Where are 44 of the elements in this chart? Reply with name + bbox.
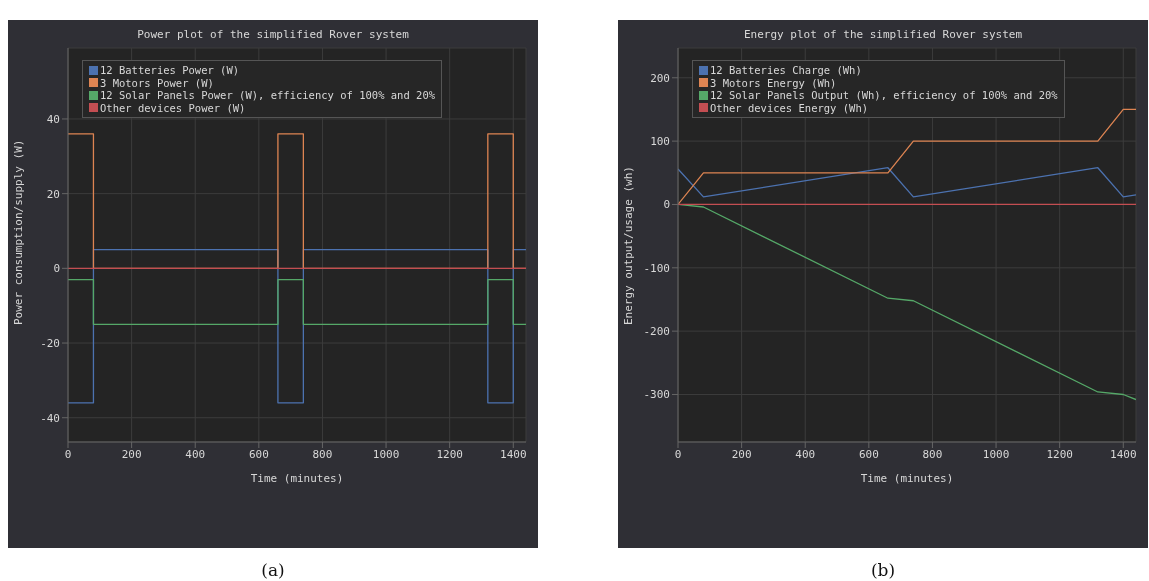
y-axis-title: Energy output/usage (wh) (621, 166, 635, 325)
x-tick-label: 400 (795, 447, 816, 461)
x-tick-label: 800 (312, 447, 333, 461)
chart-title: Energy plot of the simplified Rover system (742, 28, 1024, 41)
legend-label: 3 Motors Energy (Wh) (709, 76, 838, 89)
legend-label: Other devices Energy (Wh) (709, 101, 870, 114)
x-tick-label: 200 (731, 447, 752, 461)
x-tick-label: 600 (858, 447, 879, 461)
legend-label: 3 Motors Power (W) (99, 76, 215, 89)
chart-title: Power plot of the simplified Rover system (136, 28, 410, 41)
y-axis-title: Power consumption/supply (W) (11, 139, 25, 325)
x-tick-label: 0 (64, 447, 72, 461)
legend-label: 12 Solar Panels Output (Wh), efficiency of 100% and 20% (709, 89, 1058, 102)
x-tick-label: 1200 (436, 447, 463, 461)
y-tick-label: 200 (650, 71, 670, 85)
text: (b) (869, 560, 897, 580)
y-tick-label: -100 (643, 261, 670, 275)
x-tick-label: 400 (185, 447, 206, 461)
x-axis-title: Time (minutes) (250, 472, 344, 485)
x-tick-label: 800 (922, 447, 943, 461)
x-tick-label: 1400 (500, 447, 527, 461)
y-tick-label: -40 (40, 411, 60, 425)
y-tick-label: 40 (46, 112, 60, 126)
y-tick-label: 20 (46, 187, 60, 201)
y-tick-label: -300 (643, 388, 670, 402)
legend-label: 12 Batteries Charge (Wh) (709, 64, 863, 77)
line-series (678, 167, 1136, 198)
x-tick-label: 200 (121, 447, 142, 461)
x-tick-label: 1000 (982, 447, 1010, 461)
y-tick-label: 100 (650, 135, 670, 149)
x-tick-label: 1400 (1110, 447, 1137, 461)
legend-label: 12 Batteries Power (W) (99, 64, 241, 77)
x-tick-label: 1200 (1046, 447, 1073, 461)
y-tick-label: 0 (53, 262, 60, 276)
text: (a) (260, 560, 286, 580)
y-tick-label: 0 (663, 198, 670, 212)
x-tick-label: 600 (248, 447, 269, 461)
x-axis-title: Time (minutes) (860, 472, 954, 485)
y-tick-label: -200 (643, 325, 670, 339)
y-tick-label: -20 (40, 336, 60, 350)
legend-label: 12 Solar Panels Power (W), efficiency of 100% and 20% (99, 89, 436, 102)
legend-label: Other devices Power (W) (99, 101, 247, 114)
x-tick-label: 1000 (372, 447, 400, 461)
x-tick-label: 0 (674, 447, 682, 461)
